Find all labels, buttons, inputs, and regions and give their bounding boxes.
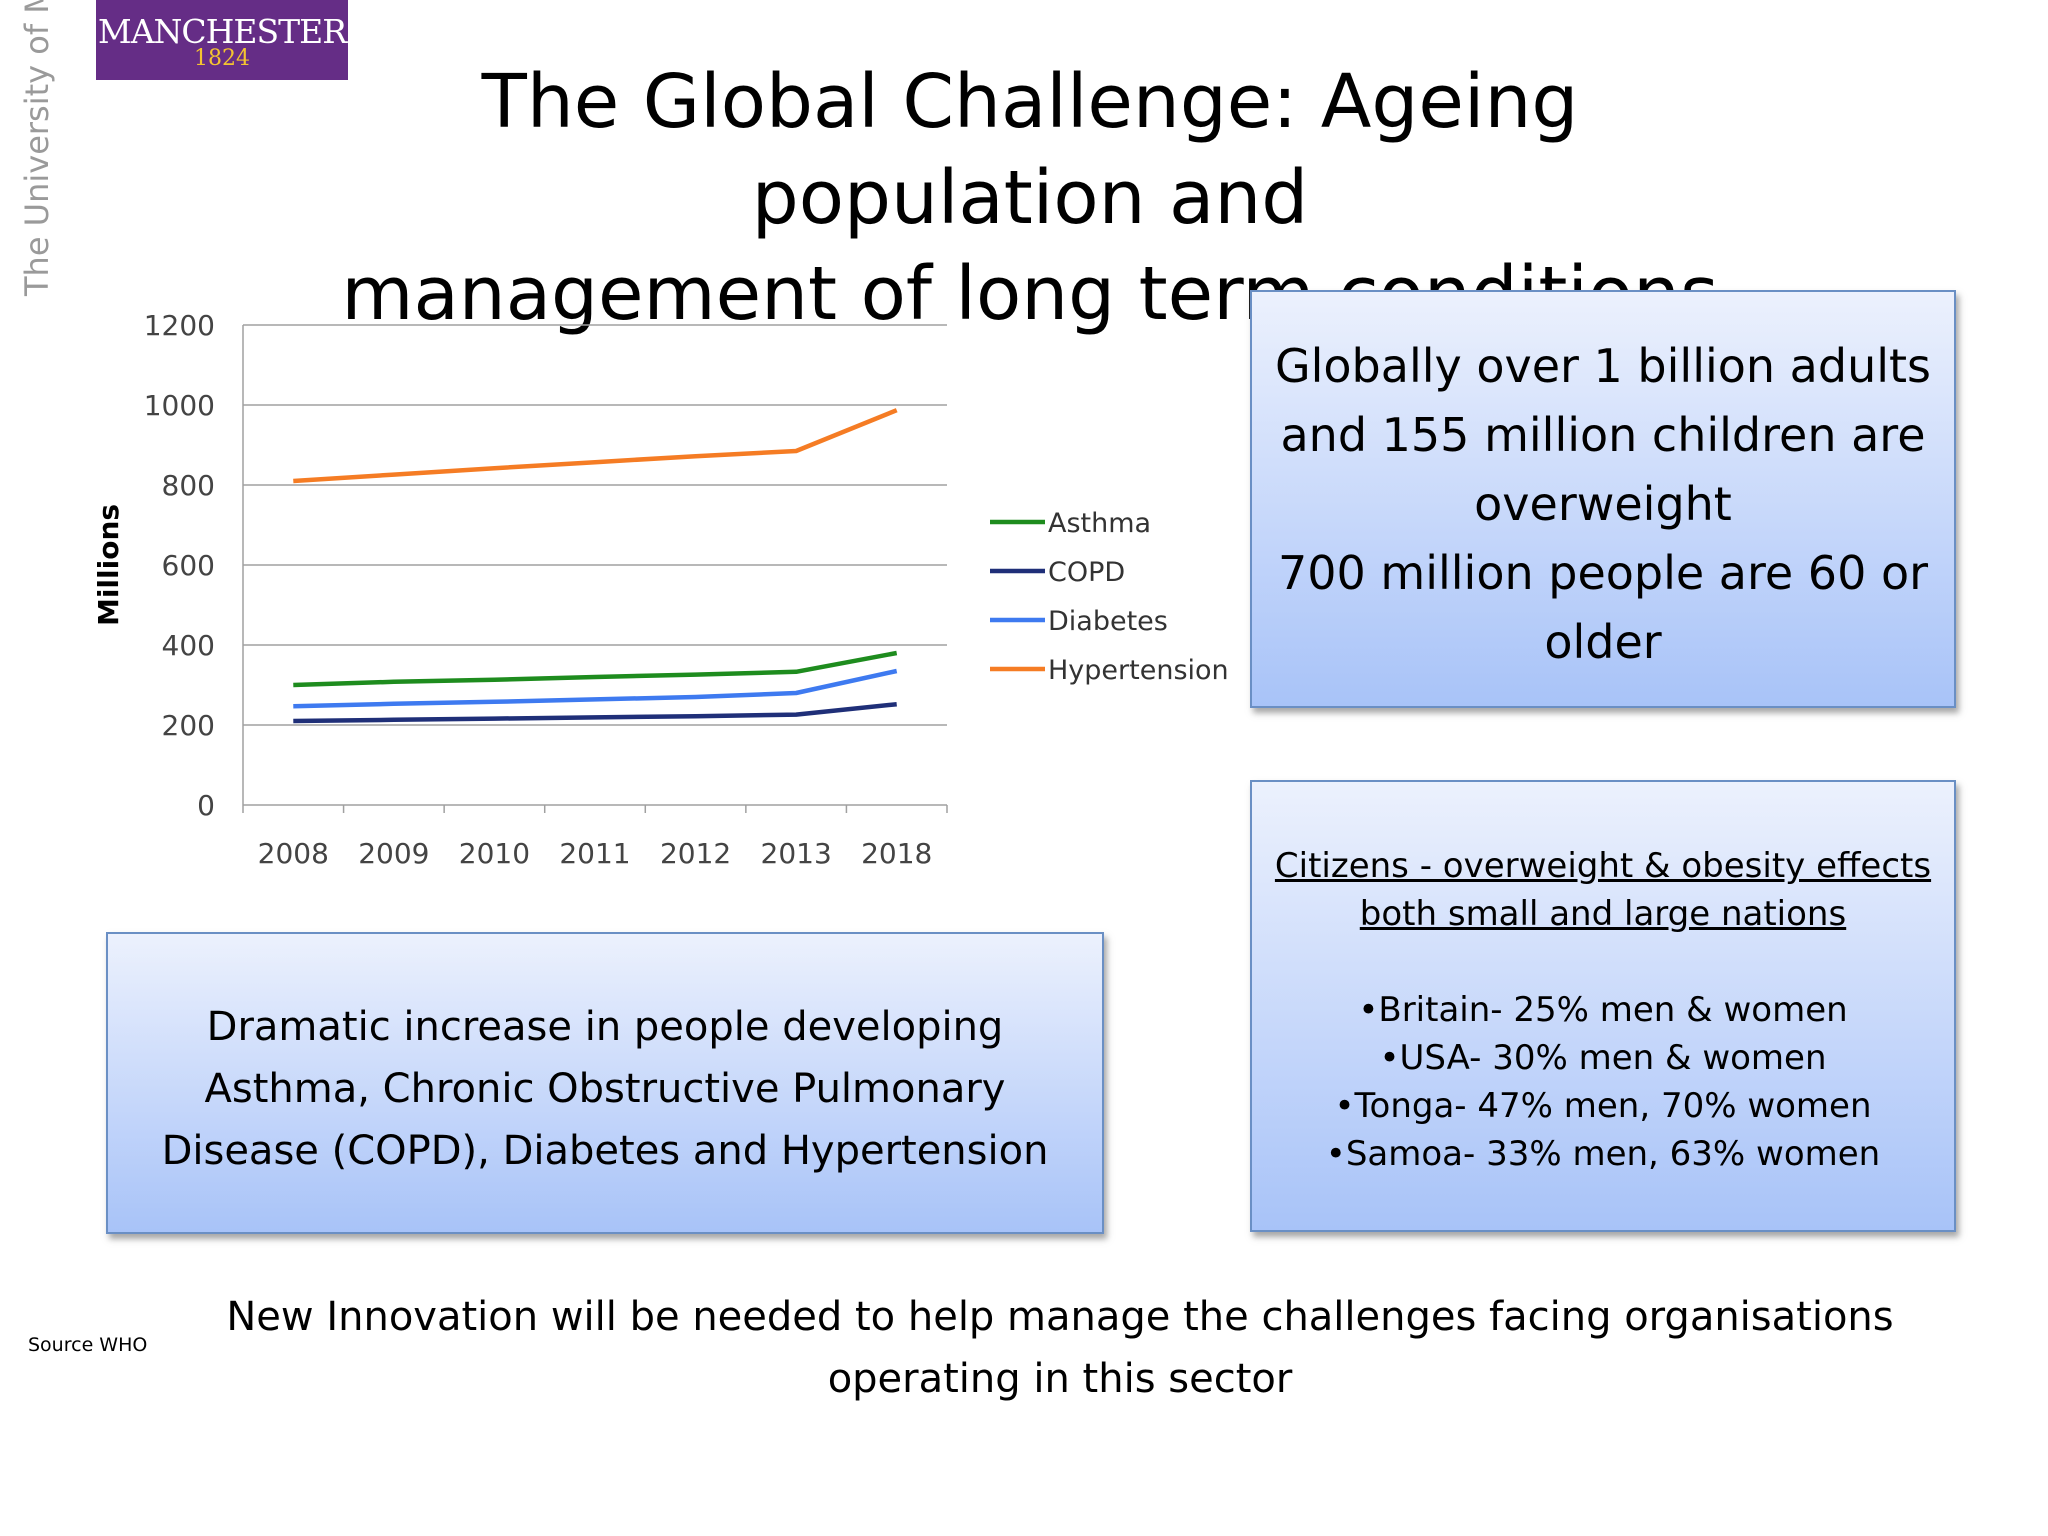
legend-label-asthma: Asthma	[1048, 508, 1151, 539]
series-line-diabetes	[293, 668, 898, 709]
box1-line: Globally over 1 billion adults	[1274, 339, 1932, 393]
y-axis-label: Millions	[92, 504, 125, 626]
x-tick-label: 2011	[559, 837, 630, 870]
y-tick-label: 1000	[144, 389, 215, 422]
y-tick-label: 200	[162, 709, 215, 742]
source-note: Source WHO	[28, 1334, 148, 1356]
y-tick-label: 800	[162, 469, 215, 502]
y-tick-label: 1200	[144, 309, 215, 342]
box1-line: 700 million people are 60 or	[1277, 546, 1929, 600]
box3-item: •Samoa- 33% men, 63% women	[1325, 1134, 1881, 1174]
box3-heading-line: both small and large nations	[1359, 894, 1847, 934]
box2-line: Disease (COPD), Diabetes and Hypertensio…	[161, 1128, 1049, 1174]
series-line-copd	[293, 701, 897, 724]
line-chart: 0 200 400 600 800 1000 1200 2008 2009 2010 2011 201…	[92, 309, 1229, 870]
box3-item: •Tonga- 47% men, 70% women	[1334, 1086, 1872, 1126]
logo-year: 1824	[194, 46, 250, 71]
message-line-1: New Innovation will be needed to help ma…	[226, 1294, 1894, 1340]
legend-label-copd: COPD	[1048, 557, 1125, 588]
x-tick-label: 2008	[258, 837, 329, 870]
x-tick-label: 2012	[660, 837, 731, 870]
y-tick-label: 600	[162, 549, 215, 582]
disease-increase-box: Dramatic increase in people developing A…	[106, 932, 1104, 1234]
legend-label-hypertension: Hypertension	[1048, 655, 1229, 686]
title-line-1: The Global Challenge: Ageing population …	[481, 59, 1579, 241]
university-vertical-label: The University of Manchester	[18, 0, 56, 296]
series-line-hypertension	[293, 408, 898, 484]
box1-line: and 155 million children are	[1280, 408, 1926, 462]
box3-heading-line: Citizens - overweight & obesity effects	[1274, 846, 1932, 886]
box2-line: Dramatic increase in people developing	[206, 1004, 1004, 1050]
obesity-nations-box: Citizens - overweight & obesity effects …	[1250, 780, 1956, 1232]
x-tick-label: 2018	[861, 837, 932, 870]
y-tick-label: 0	[197, 789, 215, 822]
logo-name: MANCHESTER	[97, 12, 347, 51]
y-tick-label: 400	[162, 629, 215, 662]
box1-line: overweight	[1474, 477, 1732, 531]
innovation-message: New Innovation will be needed to help ma…	[160, 1286, 1960, 1410]
box1-line: older	[1544, 615, 1662, 669]
series-line-asthma	[293, 650, 898, 688]
box2-line: Asthma, Chronic Obstructive Pulmonary	[204, 1066, 1006, 1112]
message-line-2: operating in this sector	[827, 1356, 1293, 1402]
x-tick-label: 2010	[459, 837, 530, 870]
university-logo: MANCHESTER 1824	[96, 0, 348, 80]
x-tick-label: 2009	[358, 837, 429, 870]
overweight-stats-box: Globally over 1 billion adults and 155 m…	[1250, 290, 1956, 708]
box3-item: •USA- 30% men & women	[1379, 1038, 1827, 1078]
x-tick-label: 2013	[761, 837, 832, 870]
box3-item: •Britain- 25% men & women	[1358, 990, 1848, 1030]
legend-label-diabetes: Diabetes	[1048, 606, 1168, 637]
